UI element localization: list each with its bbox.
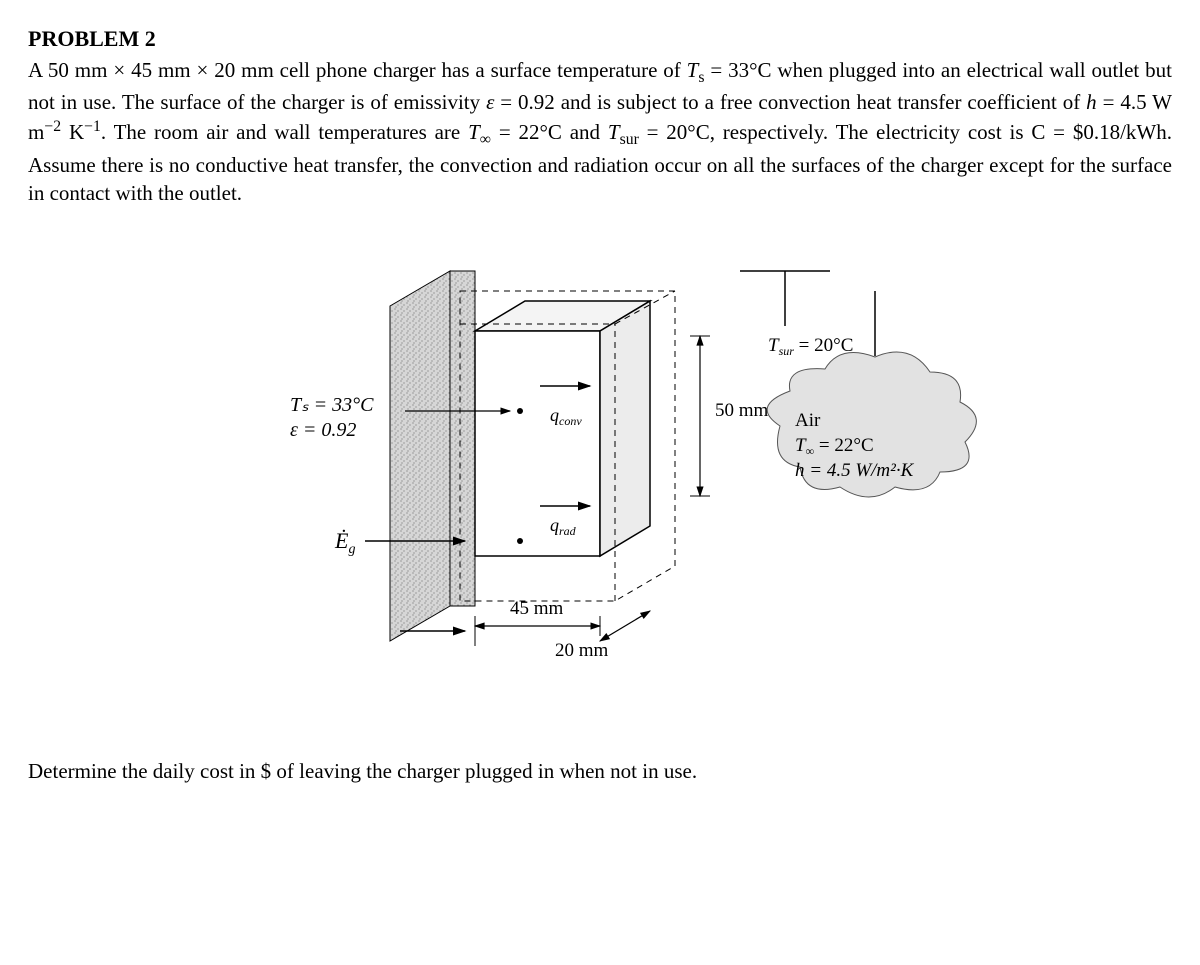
svg-text:20 mm: 20 mm — [555, 640, 609, 661]
var-T: T — [468, 120, 480, 144]
text-segment: = 0.92 and is subject to a free convecti… — [494, 90, 1086, 114]
var-T-sub: ∞ — [480, 132, 491, 149]
svg-text:h = 4.5 W/m²·K: h = 4.5 W/m²·K — [795, 460, 915, 481]
Ts-label: Tₛ = 33°C — [290, 394, 374, 416]
Eg-label: Ėg — [334, 528, 355, 557]
svg-text:Air: Air — [795, 410, 821, 431]
diagram-container: qconv qrad Ėg Tₛ = 33°C ε = 0.92 50 mm — [28, 236, 1172, 723]
exp: −1 — [84, 118, 101, 135]
charger-diagram: qconv qrad Ėg Tₛ = 33°C ε = 0.92 50 mm — [220, 236, 980, 716]
svg-text:45 mm: 45 mm — [510, 598, 564, 619]
var-T: T — [608, 120, 620, 144]
var-T-sub: sur — [620, 132, 639, 149]
problem-heading: PROBLEM 2 — [28, 24, 1172, 54]
tsur-bracket: Tsur = 20°C — [740, 271, 875, 358]
text-segment: . The room air and wall temperatures are — [101, 120, 468, 144]
dim-width: 45 mm — [475, 598, 600, 636]
exp: −2 — [44, 118, 61, 135]
text-segment: K — [61, 120, 84, 144]
var-T: T — [687, 58, 699, 82]
eps-label: ε = 0.92 — [290, 419, 356, 441]
svg-text:50 mm: 50 mm — [715, 400, 769, 421]
air-cloud: Air T∞ = 22°C h = 4.5 W/m²·K — [767, 352, 976, 497]
dim-height: 50 mm — [690, 336, 769, 496]
charger-block — [475, 301, 650, 556]
text-segment: = 22°C and — [491, 120, 608, 144]
problem-statement: A 50 mm × 45 mm × 20 mm cell phone charg… — [28, 56, 1172, 208]
dim-depth: 20 mm — [555, 611, 650, 661]
question-text: Determine the daily cost in $ of leaving… — [28, 757, 1172, 785]
wall — [390, 271, 475, 641]
var-h: h — [1086, 90, 1097, 114]
text-segment: A 50 mm × 45 mm × 20 mm cell phone charg… — [28, 58, 687, 82]
